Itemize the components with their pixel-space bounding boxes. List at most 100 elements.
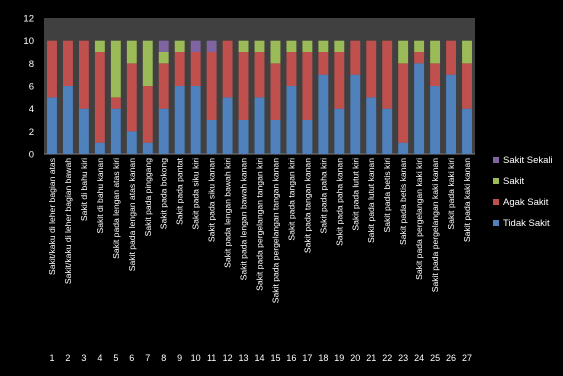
x-category-label: Sakit pada betis kiri <box>382 158 392 233</box>
bar-segment <box>414 52 425 64</box>
bar-segment <box>110 40 121 98</box>
bar-segment <box>414 40 425 52</box>
y-axis: 0 2 4 6 8 10 12 <box>23 14 34 161</box>
bar-segment <box>302 52 313 120</box>
bar-segment <box>254 97 265 154</box>
bar-segment <box>238 40 249 52</box>
legend-swatch <box>493 178 499 184</box>
x-category-label: Sakit pada pergelangan kaki kanan <box>430 158 440 292</box>
x-category-label: Sakit pada siku kanan <box>207 158 217 242</box>
bar-segment <box>270 63 281 120</box>
x-number-label: 26 <box>446 353 456 363</box>
bar-segment <box>334 40 345 52</box>
bar-segment <box>398 40 409 64</box>
bar-segment <box>462 40 472 64</box>
x-number-label: 4 <box>97 353 102 363</box>
bar-segment <box>206 40 217 52</box>
bar-segment <box>190 86 201 154</box>
y-tick-label: 4 <box>29 104 34 115</box>
x-category-label: Sakit pada kaki kiri <box>446 158 456 230</box>
x-number-label: 8 <box>161 353 166 363</box>
x-number-label: 19 <box>334 353 344 363</box>
bars <box>47 40 472 154</box>
x-number-label: 10 <box>191 353 201 363</box>
bar-segment <box>110 97 121 109</box>
bar-segment <box>158 40 169 52</box>
x-category-label: Sakit pada pinggang <box>143 158 153 237</box>
legend-swatch <box>493 220 499 226</box>
legend-label: Agak Sakit <box>503 197 549 208</box>
y-tick-label: 12 <box>23 14 34 25</box>
legend-label: Sakit <box>503 176 524 187</box>
x-number-label: 24 <box>414 353 424 363</box>
x-category-label: Sakit pada lutut kiri <box>350 158 360 231</box>
x-category-label: Sakit di bahu kanan <box>95 158 105 234</box>
x-category-label: Sakit pada tangan kiri <box>286 158 296 241</box>
bar-segment <box>414 63 425 154</box>
x-number-label: 16 <box>286 353 296 363</box>
x-category-label: Sakit pada pergelangan kaki kiri <box>414 158 424 280</box>
x-number-label: 1 <box>49 353 54 363</box>
x-number-label: 22 <box>382 353 392 363</box>
x-category-label: Sakit pada betis kanan <box>398 158 408 245</box>
bar-segment <box>158 52 169 64</box>
bar-segment <box>302 40 313 52</box>
y-tick-label: 10 <box>23 36 34 47</box>
x-category-label: Sakit pada lengan atas kiri <box>111 158 121 259</box>
bar-segment <box>142 142 153 154</box>
bar-segment <box>366 40 377 98</box>
x-category-label: Sakit pada tangan kanan <box>302 158 312 253</box>
bar-segment <box>318 74 329 154</box>
bar-segment <box>430 63 441 86</box>
bar-segment <box>126 131 137 154</box>
x-category-label: Sakit pada lutut kanan <box>366 158 376 243</box>
legend-swatch <box>493 157 499 163</box>
x-category-label: Sakit pada kaki kanan <box>462 158 472 242</box>
bar-segment <box>94 52 105 143</box>
bar-segment <box>142 40 153 86</box>
y-tick-label: 2 <box>29 127 34 138</box>
x-number-label: 20 <box>350 353 360 363</box>
y-tick-label: 6 <box>29 82 34 93</box>
x-number-label: 14 <box>254 353 264 363</box>
legend-label: Tidak Sakit <box>503 218 550 229</box>
bar-segment <box>110 108 121 154</box>
x-category-label: Sakit di bahu kiri <box>79 158 89 221</box>
bar-segment <box>142 86 153 143</box>
bar-segment <box>222 40 233 98</box>
x-number-label: 27 <box>462 353 472 363</box>
x-number-label: 23 <box>398 353 408 363</box>
x-category-label: Sakit pada siku kiri <box>191 158 201 230</box>
bar-segment <box>398 63 409 143</box>
y-tick-label: 8 <box>29 59 34 70</box>
bar-segment <box>382 108 393 154</box>
bar-segment <box>286 52 297 86</box>
x-axis-number-labels: 1 2 3 4 5 6 7 8 9 10 11 12 13 14 15 16 17 18 19 20 21 22 23 24 2… <box>49 353 472 363</box>
bar-segment <box>302 120 313 154</box>
bar-segment <box>63 40 73 86</box>
bar-segment <box>318 52 329 75</box>
bar-segment <box>318 40 329 52</box>
bar-segment <box>238 120 249 154</box>
x-number-label: 18 <box>318 353 328 363</box>
bar-segment <box>254 40 265 52</box>
bar-segment <box>270 120 281 154</box>
x-category-label: Sakit pada lengan atas kanan <box>127 158 137 271</box>
bar-segment <box>350 40 361 75</box>
bar-segment <box>206 52 217 120</box>
x-number-label: 6 <box>129 353 134 363</box>
x-category-label: Sakit/kaku di leher bagian bawah <box>63 158 73 284</box>
x-axis-category-labels: Sakit/kaku di leher bagian atas Sakit/kak… <box>47 157 472 303</box>
x-category-label: Sakit pada bokong <box>159 158 169 229</box>
bar-segment <box>238 52 249 120</box>
bar-segment <box>382 40 393 109</box>
bar-segment <box>126 63 137 132</box>
bar-segment <box>47 40 57 98</box>
bar-segment <box>254 52 265 98</box>
bar-segment <box>158 108 169 154</box>
x-number-label: 3 <box>81 353 86 363</box>
bar-segment <box>398 142 409 154</box>
x-number-label: 9 <box>177 353 182 363</box>
x-category-label: Sakit pada paha kanan <box>334 158 344 246</box>
